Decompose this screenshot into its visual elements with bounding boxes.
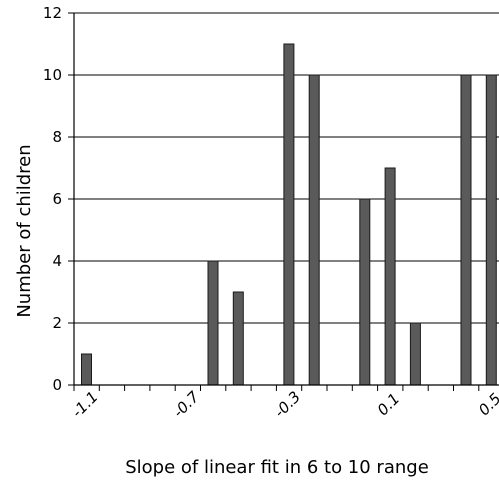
bar <box>409 322 421 386</box>
y-tick-label: 8 <box>52 128 62 146</box>
bar <box>359 198 371 386</box>
axes <box>68 12 499 391</box>
y-tick-label: 4 <box>52 252 62 270</box>
bar <box>460 74 472 386</box>
bars <box>81 43 497 386</box>
x-tick-label: -1.1 <box>68 388 101 421</box>
x-axis-label: Slope of linear fit in 6 to 10 range <box>125 457 429 478</box>
y-tick-label: 2 <box>52 314 62 332</box>
y-tick-label: 12 <box>43 4 62 22</box>
y-tick-labels: 0 2 4 6 8 10 12 <box>43 4 62 394</box>
y-axis-label: Number of children <box>14 144 35 317</box>
x-tick-label: 0.1 <box>374 390 404 420</box>
y-tick-label: 6 <box>52 190 62 208</box>
x-tick-label: 0.5 <box>475 390 499 420</box>
bar <box>232 291 244 386</box>
y-tick-label: 0 <box>52 376 62 394</box>
bar <box>207 260 219 386</box>
y-tick-label: 10 <box>43 66 62 84</box>
bar <box>485 74 497 386</box>
x-tick-labels: -1.1-0.7-0.30.10.50.91.31.72.1 <box>68 387 499 421</box>
x-tick-label: -0.7 <box>169 387 203 421</box>
bar <box>81 353 92 386</box>
bar <box>283 43 295 386</box>
x-tick-label: -0.3 <box>271 388 304 421</box>
bar <box>308 74 320 386</box>
bar <box>384 167 396 386</box>
